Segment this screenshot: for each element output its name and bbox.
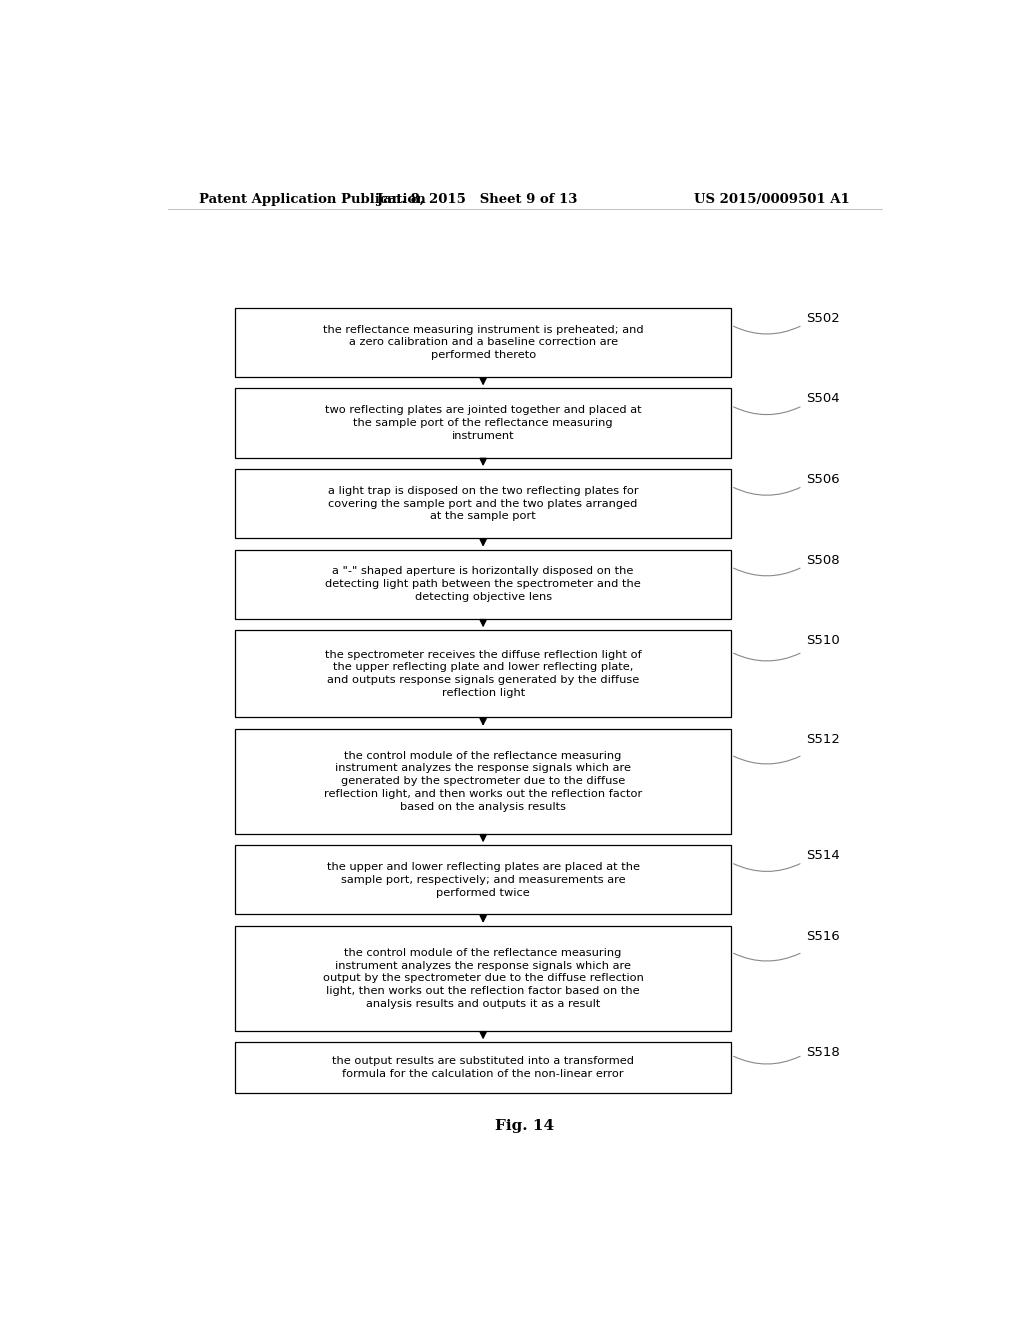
Bar [236,388,731,458]
Bar [236,308,731,378]
Text: two reflecting plates are jointed together and placed at
the sample port of the : two reflecting plates are jointed togeth… [325,405,641,441]
Text: the output results are substituted into a transformed
formula for the calculatio: the output results are substituted into … [332,1056,634,1080]
Text: S514: S514 [807,849,841,862]
Text: S506: S506 [807,473,840,486]
Text: the control module of the reflectance measuring
instrument analyzes the response: the control module of the reflectance me… [323,948,643,1008]
Text: the control module of the reflectance measuring
instrument analyzes the response: the control module of the reflectance me… [324,751,642,812]
Text: S510: S510 [807,635,841,647]
Bar [236,845,731,915]
Text: Fig. 14: Fig. 14 [496,1119,554,1133]
Text: a "-" shaped aperture is horizontally disposed on the
detecting light path betwe: a "-" shaped aperture is horizontally di… [326,566,641,602]
Text: S512: S512 [807,733,841,746]
Text: S502: S502 [807,312,841,325]
Text: the upper and lower reflecting plates are placed at the
sample port, respectivel: the upper and lower reflecting plates ar… [327,862,640,898]
Bar [236,630,731,717]
Bar [236,925,731,1031]
Bar [236,469,731,539]
Text: S508: S508 [807,553,840,566]
Text: the reflectance measuring instrument is preheated; and
a zero calibration and a : the reflectance measuring instrument is … [323,325,643,360]
Text: S518: S518 [807,1047,841,1060]
Text: a light trap is disposed on the two reflecting plates for
covering the sample po: a light trap is disposed on the two refl… [328,486,638,521]
Bar [236,549,731,619]
Text: Patent Application Publication: Patent Application Publication [200,193,426,206]
Bar [236,729,731,834]
Text: S504: S504 [807,392,840,405]
Bar [236,1043,731,1093]
Text: the spectrometer receives the diffuse reflection light of
the upper reflecting p: the spectrometer receives the diffuse re… [325,649,641,698]
Text: Jan. 8, 2015   Sheet 9 of 13: Jan. 8, 2015 Sheet 9 of 13 [377,193,578,206]
Text: US 2015/0009501 A1: US 2015/0009501 A1 [694,193,850,206]
Text: S516: S516 [807,929,841,942]
